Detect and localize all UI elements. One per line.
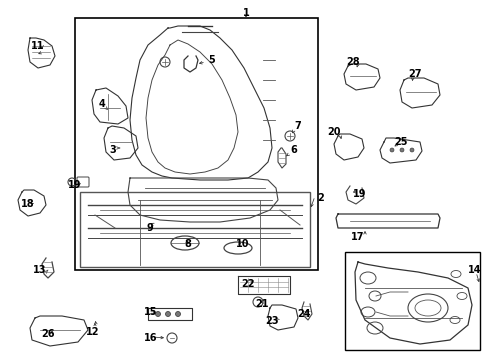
Text: 14: 14: [467, 265, 480, 275]
Text: 26: 26: [41, 329, 55, 339]
Circle shape: [155, 311, 160, 316]
Text: 16: 16: [143, 333, 157, 343]
Circle shape: [409, 148, 413, 152]
Text: 15: 15: [143, 307, 157, 317]
Bar: [75, 18, 317, 270]
Text: 19: 19: [68, 180, 81, 190]
Text: 22: 22: [241, 279, 254, 289]
Text: 9: 9: [146, 223, 153, 233]
Text: 8: 8: [184, 239, 191, 249]
Circle shape: [389, 148, 393, 152]
Text: 19: 19: [352, 189, 366, 199]
Text: 13: 13: [33, 265, 47, 275]
Text: 5: 5: [207, 55, 214, 65]
Circle shape: [175, 311, 180, 316]
Text: 17: 17: [350, 232, 364, 242]
Text: 20: 20: [326, 127, 340, 137]
Text: 11: 11: [31, 41, 45, 51]
Text: 3: 3: [109, 145, 116, 155]
Text: 28: 28: [346, 57, 359, 67]
Text: 23: 23: [264, 316, 278, 326]
Text: 1: 1: [242, 8, 249, 18]
Text: 4: 4: [99, 99, 105, 109]
Text: 25: 25: [393, 137, 407, 147]
Text: 10: 10: [236, 239, 249, 249]
Text: 21: 21: [255, 299, 268, 309]
Text: 6: 6: [289, 145, 296, 155]
Text: 7: 7: [293, 121, 300, 131]
Text: 27: 27: [407, 69, 421, 79]
Bar: [80, 192, 309, 267]
Text: 12: 12: [86, 327, 100, 337]
Text: 18: 18: [21, 199, 35, 209]
Bar: [345, 252, 479, 350]
Circle shape: [399, 148, 403, 152]
Text: 24: 24: [297, 309, 310, 319]
Text: 2: 2: [316, 193, 323, 203]
Circle shape: [165, 311, 170, 316]
